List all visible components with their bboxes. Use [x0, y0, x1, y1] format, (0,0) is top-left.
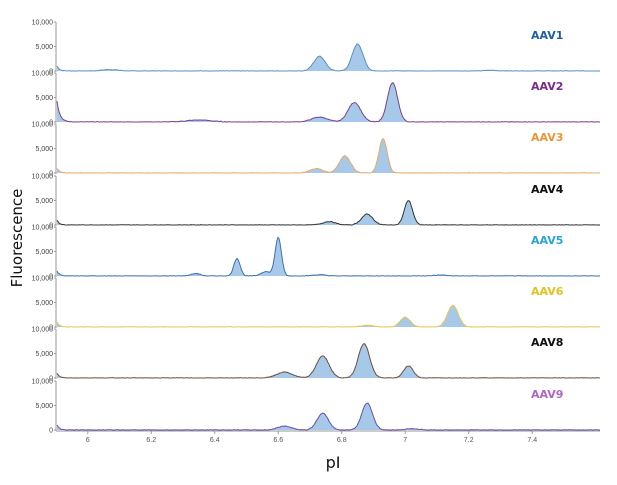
y-tick-label: 5,000 [35, 300, 53, 307]
peak-fill [57, 343, 600, 378]
series-label-aav4: AAV4 [531, 183, 564, 196]
y-tick-label: 10,000 [32, 71, 54, 78]
trace-line [56, 343, 601, 379]
series-label-aav2: AAV2 [531, 80, 563, 93]
y-tick-label: 0 [49, 171, 53, 178]
panel-aav9: 0 5,000 10,000 AAV9 [32, 379, 600, 435]
y-tick-label: 10,000 [32, 122, 54, 129]
peak-fill [57, 403, 600, 430]
x-tick-label: 6.6 [273, 437, 283, 444]
y-tick-label: 10,000 [32, 379, 54, 386]
x-tick-label: 7.2 [464, 437, 474, 444]
series-label-aav3: AAV3 [531, 131, 563, 144]
y-tick-label: 5,000 [35, 351, 53, 358]
panel-aav1: 0 5,000 10,000 AAV1 [32, 20, 601, 76]
panel-aav2: 0 5,000 10,000 AAV2 [32, 71, 600, 127]
x-tick-label: 6.4 [210, 437, 220, 444]
y-axis-title: Fluorescence [8, 189, 26, 288]
x-tick-label: 7.4 [527, 437, 537, 444]
y-tick-label: 5,000 [35, 95, 53, 102]
peak-fill [57, 237, 600, 276]
x-tick-label: 6.2 [146, 437, 156, 444]
panels: 0 5,000 10,000 AAV1 0 5,000 10,000 AAV2 0 5,000 10… [32, 20, 601, 435]
y-tick-label: 0 [49, 120, 53, 127]
x-tick-label: 6.8 [337, 437, 347, 444]
x-axis-title: pI [326, 453, 341, 472]
panel-aav4: 0 5,000 10,000 AAV4 [32, 174, 600, 230]
trace-line [56, 200, 600, 226]
y-tick-label: 5,000 [35, 146, 53, 153]
peak-fill [57, 138, 600, 173]
x-tick-label: 6 [86, 437, 90, 444]
y-tick-label: 0 [49, 325, 53, 332]
y-tick-label: 0 [49, 223, 53, 230]
trace-line [56, 304, 601, 328]
series-label-aav8: AAV8 [531, 336, 563, 349]
panel-aav8: 0 5,000 10,000 AAV8 [32, 327, 601, 383]
series-label-aav6: AAV6 [531, 285, 564, 298]
series-label-aav1: AAV1 [531, 29, 563, 42]
panel-aav5: 0 5,000 10,000 AAV5 [32, 225, 601, 281]
x-tick-label: 7 [403, 437, 407, 444]
y-tick-label: 5,000 [35, 198, 53, 205]
x-axis: 6 6.2 6.4 6.6 6.8 7 7.2 7.4 [56, 430, 600, 444]
y-tick-label: 10,000 [32, 174, 54, 181]
series-label-aav5: AAV5 [531, 234, 563, 247]
panel-aav6: 0 5,000 10,000 AAV6 [32, 276, 601, 332]
y-tick-label: 0 [49, 428, 53, 435]
y-tick-label: 0 [49, 376, 53, 383]
trace-line [56, 43, 601, 72]
peak-fill [57, 305, 600, 327]
y-tick-label: 10,000 [32, 327, 54, 334]
panel-aav3: 0 5,000 10,000 AAV3 [32, 122, 601, 178]
series-label-aav9: AAV9 [531, 388, 563, 401]
y-tick-label: 5,000 [35, 249, 53, 256]
y-tick-label: 0 [49, 274, 53, 281]
peak-fill [57, 82, 600, 122]
trace-line [56, 82, 600, 123]
trace-line [56, 402, 600, 431]
y-tick-label: 10,000 [32, 20, 54, 27]
y-tick-label: 10,000 [32, 276, 54, 283]
y-tick-label: 5,000 [35, 403, 53, 410]
y-tick-label: 5,000 [35, 44, 53, 51]
trace-line [56, 138, 601, 174]
y-tick-label: 0 [49, 69, 53, 76]
trace-line [56, 236, 601, 277]
y-tick-label: 10,000 [32, 225, 54, 232]
